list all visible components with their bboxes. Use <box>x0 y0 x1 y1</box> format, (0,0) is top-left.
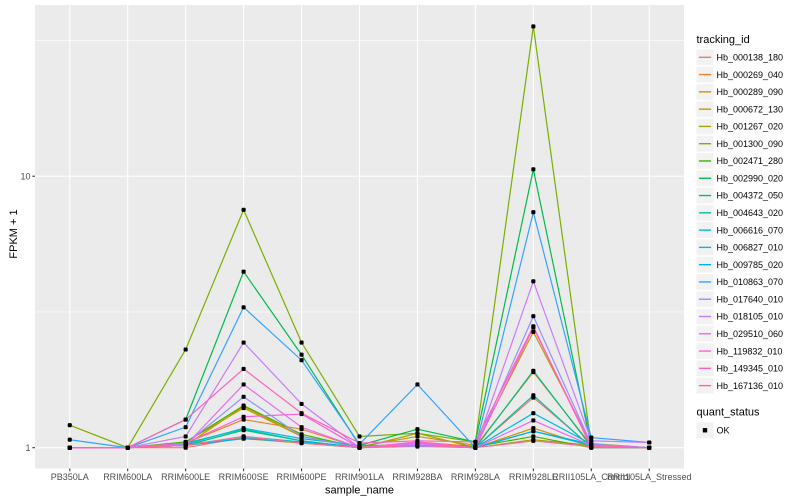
svg-text:Hb_000269_040: Hb_000269_040 <box>717 70 784 80</box>
svg-text:Hb_000138_180: Hb_000138_180 <box>717 53 784 63</box>
svg-text:Hb_010863_070: Hb_010863_070 <box>717 277 784 287</box>
svg-text:RRIM600SE: RRIM600SE <box>219 472 269 482</box>
svg-text:RRIM600LA: RRIM600LA <box>103 472 152 482</box>
svg-text:quant_status: quant_status <box>697 406 760 418</box>
svg-text:Hb_018105_010: Hb_018105_010 <box>717 312 784 322</box>
svg-text:Hb_002990_020: Hb_002990_020 <box>717 173 784 183</box>
svg-text:Hb_002471_280: Hb_002471_280 <box>717 156 784 166</box>
svg-text:Hb_149345_010: Hb_149345_010 <box>717 364 784 374</box>
svg-text:Hb_029510_060: Hb_029510_060 <box>717 329 784 339</box>
svg-text:Hb_017640_010: Hb_017640_010 <box>717 294 784 304</box>
svg-text:Hb_009785_020: Hb_009785_020 <box>717 260 784 270</box>
svg-text:Hb_001267_020: Hb_001267_020 <box>717 122 784 132</box>
svg-text:Hb_167136_010: Hb_167136_010 <box>717 381 784 391</box>
svg-text:10: 10 <box>20 171 30 181</box>
svg-text:Hb_006827_010: Hb_006827_010 <box>717 243 784 253</box>
svg-text:RRIM600PE: RRIM600PE <box>277 472 327 482</box>
svg-text:Hb_119832_010: Hb_119832_010 <box>717 346 783 356</box>
svg-text:Hb_001300_090: Hb_001300_090 <box>717 139 784 149</box>
svg-text:Hb_004372_050: Hb_004372_050 <box>717 191 784 201</box>
svg-text:RRIM928LA: RRIM928LA <box>451 472 500 482</box>
svg-text:sample_name: sample_name <box>325 485 394 497</box>
svg-text:Hb_000672_130: Hb_000672_130 <box>717 104 784 114</box>
svg-text:PB350LA: PB350LA <box>51 472 89 482</box>
svg-text:FPKM + 1: FPKM + 1 <box>8 209 20 258</box>
svg-text:tracking_id: tracking_id <box>697 34 750 46</box>
svg-text:Hb_000289_090: Hb_000289_090 <box>717 87 784 97</box>
svg-text:RRIM600LE: RRIM600LE <box>161 472 210 482</box>
svg-text:RRIM928BA: RRIM928BA <box>392 472 442 482</box>
svg-text:Hb_006616_070: Hb_006616_070 <box>717 225 784 235</box>
svg-text:RRII105LA_Control: RRII105LA_Control <box>552 472 630 482</box>
svg-text:Hb_004643_020: Hb_004643_020 <box>717 208 784 218</box>
svg-text:RRII105LA_Stressed: RRII105LA_Stressed <box>607 472 692 482</box>
svg-text:RRIM901LA: RRIM901LA <box>335 472 384 482</box>
svg-text:OK: OK <box>717 425 730 435</box>
svg-text:RRIM928LE: RRIM928LE <box>509 472 558 482</box>
svg-text:1: 1 <box>25 443 30 453</box>
